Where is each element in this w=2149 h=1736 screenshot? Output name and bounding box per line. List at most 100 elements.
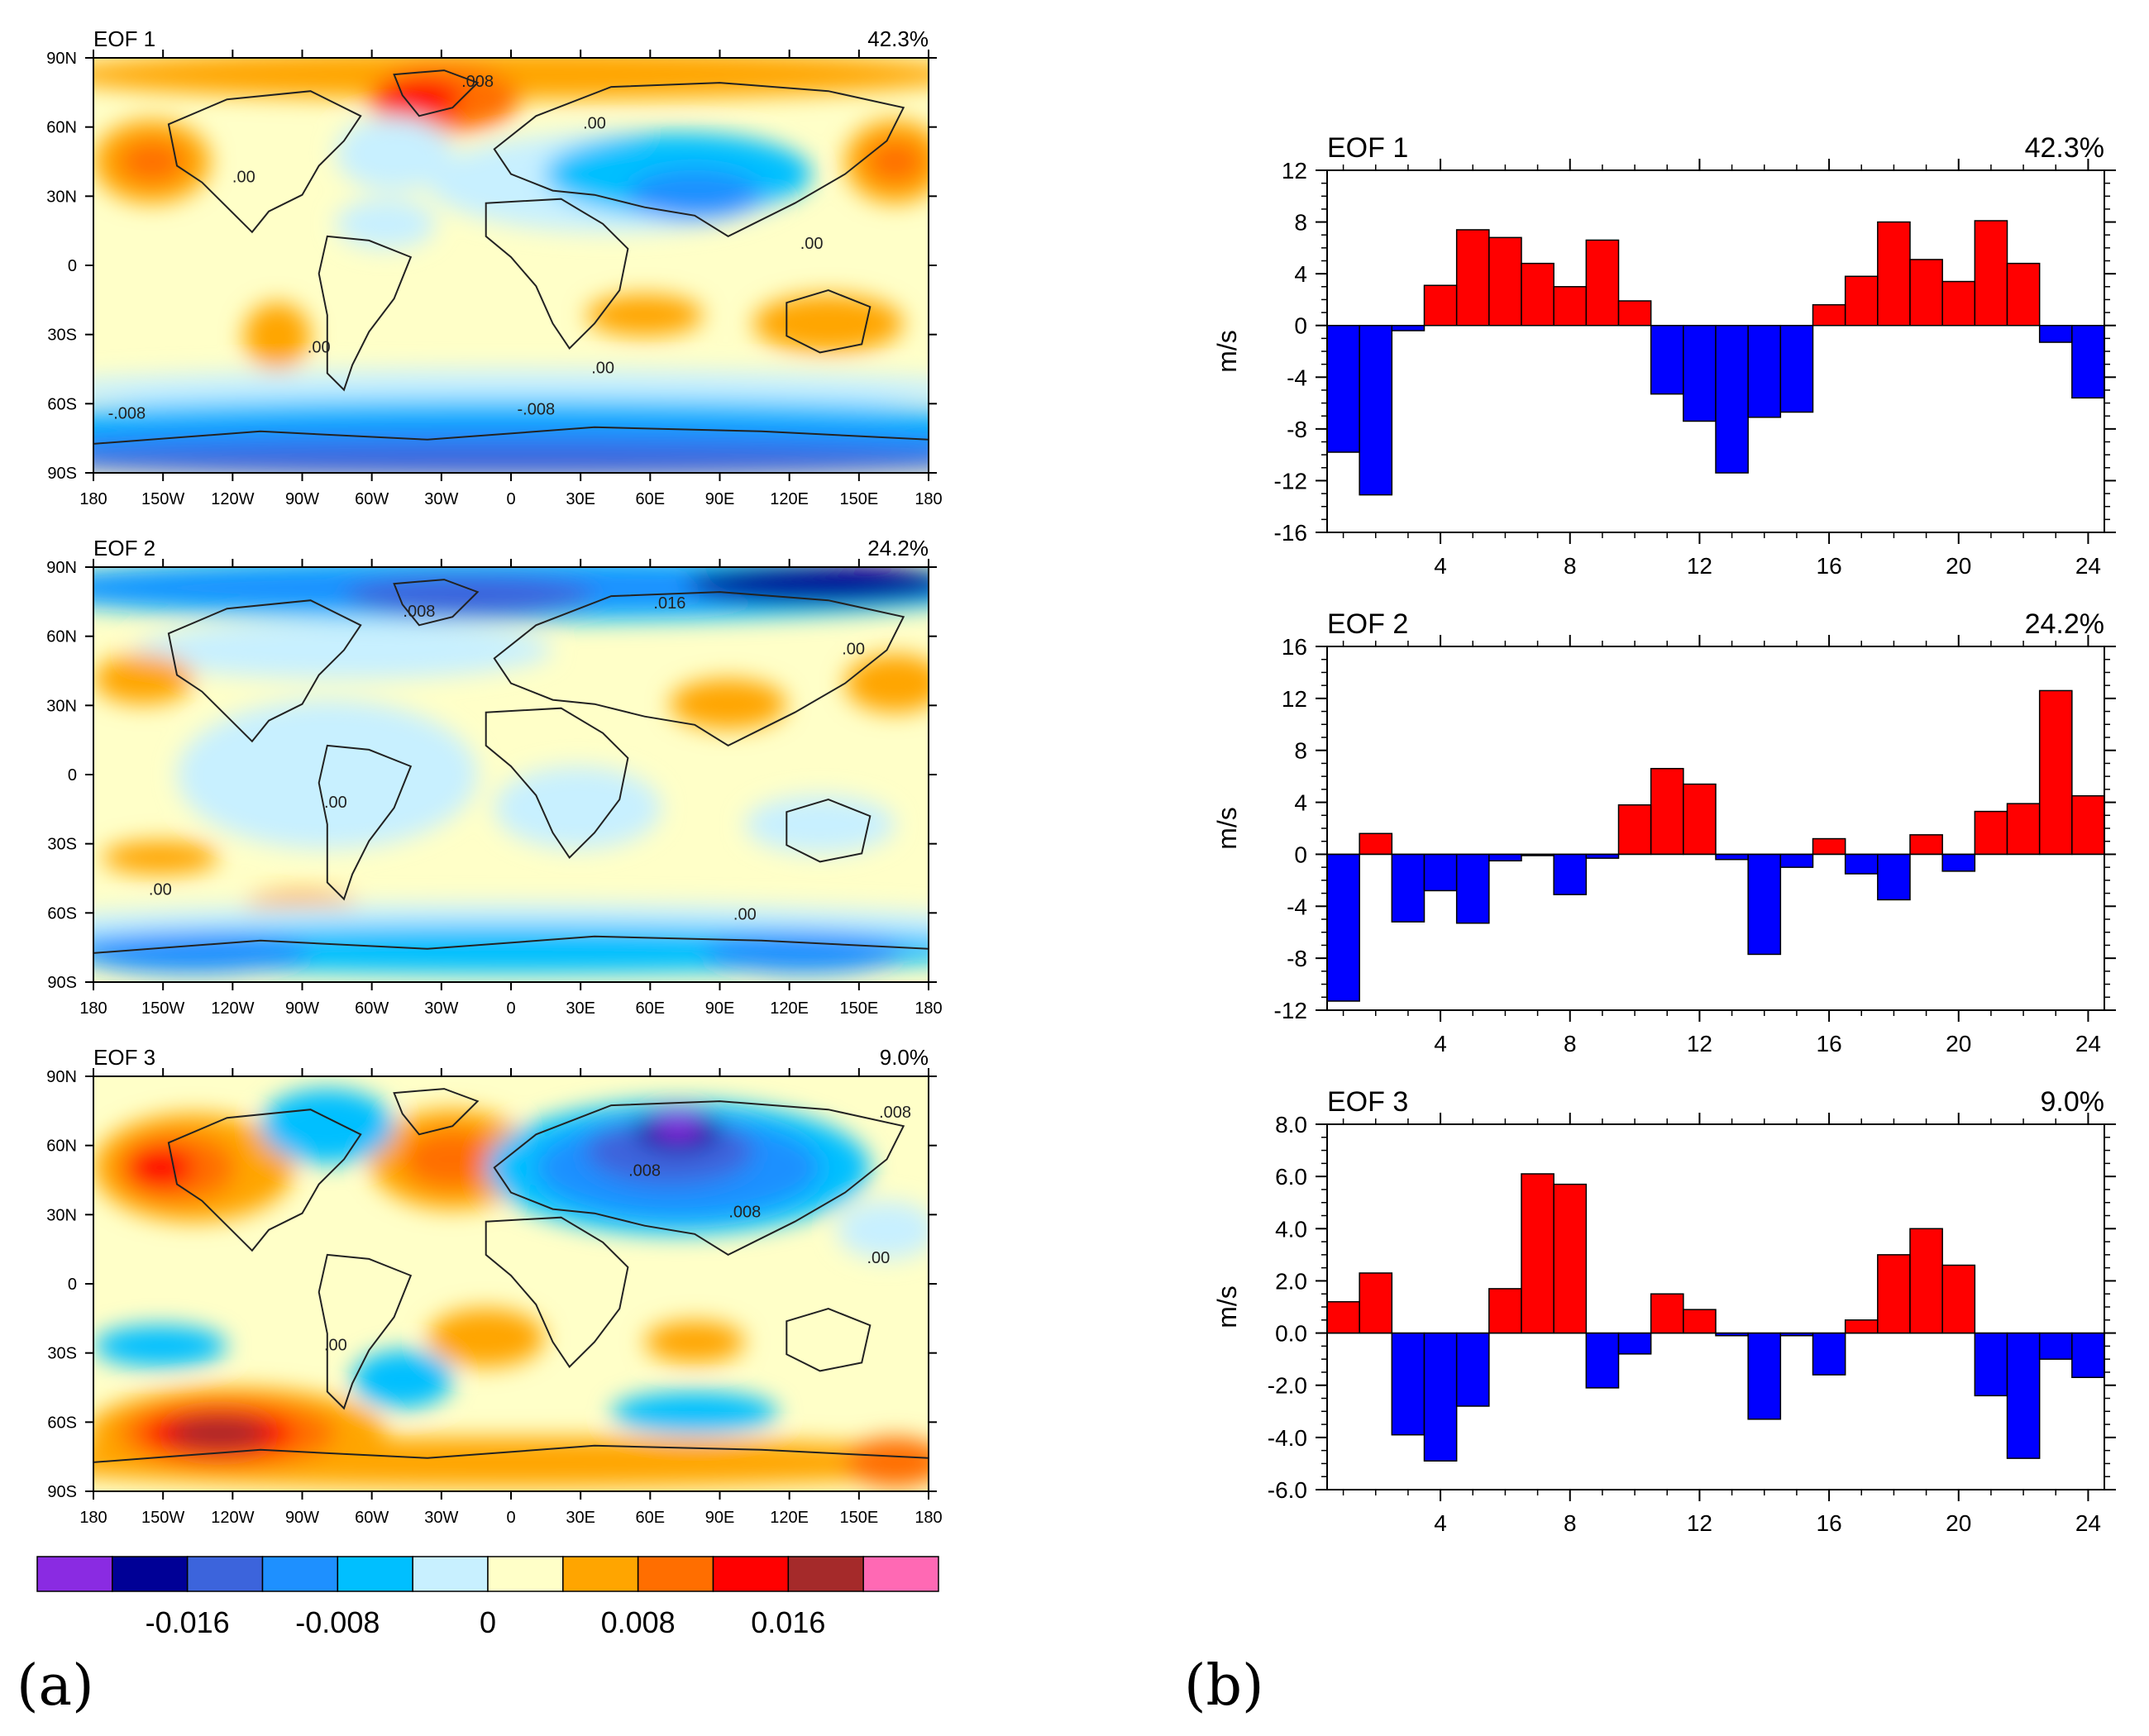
coastline [167, 599, 362, 743]
x-tick-label: 180 [79, 999, 107, 1018]
bar [1909, 834, 1943, 856]
bar [1326, 1300, 1360, 1334]
x-tick-label: 60W [355, 999, 389, 1018]
bar [1617, 1332, 1652, 1355]
bar [1779, 324, 1814, 413]
y-tick-label: 60S [47, 1414, 77, 1432]
x-tick-label: 180 [915, 1509, 942, 1527]
x-tick-label: 4 [1434, 1510, 1447, 1536]
bar [1747, 853, 1782, 956]
y-tick-label: 30S [47, 327, 77, 345]
contour-label: .008 [628, 1161, 661, 1180]
coastlines [93, 1088, 929, 1463]
x-tick-label: 150W [141, 1509, 184, 1527]
bar-chart-eof-2: EOF 2 24.2% 16 12 8 4 0 -4 -8 -12 4 8 12 16 20 24 m/s [1212, 608, 2116, 1056]
bar [1326, 853, 1360, 1002]
colorbar-swatch [787, 1556, 864, 1592]
colorbar-tick-label: 0.016 [751, 1605, 825, 1639]
map-anomaly-region [335, 198, 437, 249]
y-tick-label: 16 [1282, 634, 1307, 660]
bar [1812, 303, 1846, 327]
map-anomaly-region [644, 1321, 745, 1363]
y-tick-label: 4 [1294, 261, 1307, 287]
bar [1747, 1332, 1782, 1420]
y-tick-label: 60N [46, 628, 77, 646]
coastline [393, 69, 480, 117]
bar [1423, 853, 1458, 892]
bar [1455, 229, 1490, 327]
colorbar-swatch [112, 1556, 189, 1592]
bar [1391, 1332, 1426, 1436]
x-tick-label: 150E [839, 1509, 878, 1527]
contour-label: .00 [149, 881, 172, 899]
x-tick-label: 120E [770, 1509, 809, 1527]
x-tick-label: 0 [506, 1509, 515, 1527]
y-tick-label: 60S [47, 395, 77, 413]
colorbar-swatch [637, 1556, 714, 1592]
bar [1391, 324, 1426, 331]
coastline [786, 799, 872, 863]
x-tick-label: 150W [141, 999, 184, 1018]
y-tick-label: 8 [1294, 738, 1307, 764]
map-anomaly-region [243, 303, 311, 370]
map-anomaly-region [427, 1309, 545, 1367]
coastline [493, 1100, 905, 1257]
colorbar: -0.016 -0.008 0 0.008 0.016 [36, 1556, 939, 1639]
map-field: .008 .008 .008 .00 .00 [93, 1076, 929, 1491]
y-tick-label: 0 [68, 257, 77, 275]
panel-label-b: (b) [1184, 1653, 1264, 1719]
map-anomaly-region [168, 1416, 270, 1450]
map-anomaly-region [585, 294, 704, 336]
y-axis-label: m/s [1212, 1285, 1242, 1328]
bar [2038, 689, 2073, 856]
colorbar-swatch [562, 1556, 639, 1592]
x-tick-label: 20 [1946, 553, 1971, 579]
y-tick-label: 2.0 [1275, 1268, 1307, 1294]
contour-label: .008 [403, 603, 435, 621]
bar [1909, 259, 1943, 327]
contour-label: .00 [842, 640, 865, 658]
map-anomaly-region [686, 567, 929, 605]
bar [1683, 783, 1717, 856]
x-tick-label: 120W [211, 490, 254, 508]
y-tick-label: 12 [1282, 158, 1307, 184]
bar [2071, 794, 2105, 856]
y-tick-label: -12 [1274, 468, 1307, 494]
coastlines [93, 579, 929, 954]
contour-label: .00 [232, 169, 255, 187]
bar [1359, 1272, 1393, 1334]
y-tick-label: 0 [68, 766, 77, 785]
bar-chart-variance: 24.2% [2025, 608, 2104, 640]
map-anomaly-region [494, 765, 661, 850]
colorbar-swatch [412, 1556, 489, 1592]
contour-label: .00 [591, 360, 614, 378]
bar [2071, 1332, 2105, 1378]
bar [1488, 236, 1522, 327]
bar [1359, 324, 1393, 496]
colorbar-tick-label: -0.016 [146, 1605, 230, 1639]
x-tick-label: 24 [2075, 1031, 2101, 1056]
map-anomaly-region [102, 841, 219, 875]
y-axis-label: m/s [1212, 807, 1242, 850]
bar [1941, 1264, 1976, 1334]
map-anomaly-region [118, 141, 186, 183]
coastline [167, 1109, 362, 1252]
x-tick-label: 24 [2075, 553, 2101, 579]
bar [1941, 853, 1976, 872]
x-tick-label: 8 [1564, 1031, 1577, 1056]
x-tick-label: 30W [424, 999, 458, 1018]
map-anomaly-region [752, 294, 904, 353]
x-tick-label: 150E [839, 490, 878, 508]
bar-chart-title: EOF 1 [1327, 132, 1408, 164]
y-tick-label: -16 [1274, 520, 1307, 546]
x-tick-label: 90E [705, 999, 735, 1018]
bar [1455, 853, 1490, 924]
colorbar-swatch [261, 1556, 339, 1592]
bar [1974, 810, 2008, 856]
x-tick-label: 16 [1817, 1031, 1842, 1056]
x-tick-label: 8 [1564, 1510, 1577, 1536]
contour-label: .00 [324, 1336, 347, 1354]
contour-label: .00 [324, 794, 347, 812]
bar [2006, 1332, 2041, 1459]
map-anomaly-region [703, 932, 904, 974]
